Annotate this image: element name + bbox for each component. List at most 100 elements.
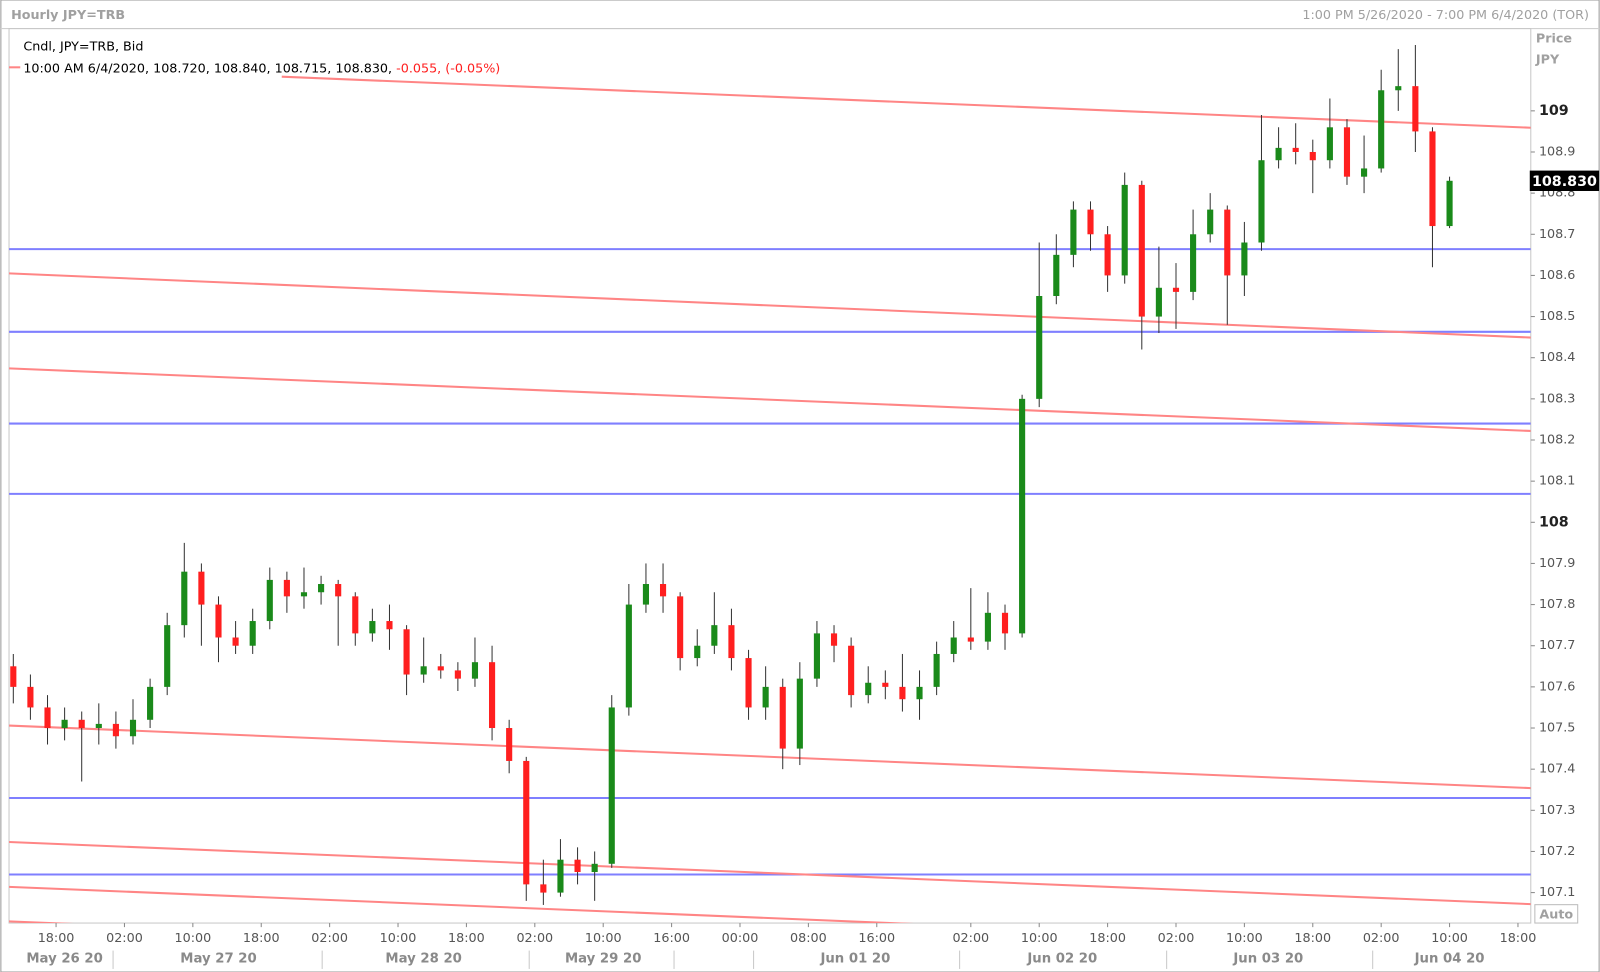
last-price-box <box>1529 170 1600 191</box>
x-tick-label: 18:00 <box>1294 931 1331 946</box>
x-tick-label: 02:00 <box>1363 931 1400 946</box>
candle-body <box>506 728 513 761</box>
candle-body <box>44 707 51 729</box>
candle-body <box>1207 209 1214 235</box>
candle-body <box>181 571 188 626</box>
candle-body <box>642 584 650 605</box>
y-axis-unit: JPY <box>1535 53 1560 68</box>
candle-body <box>386 621 393 630</box>
ohlc-info: 10:00 AM 6/4/2020, 108.720, 108.840, 108… <box>23 61 500 76</box>
date-label: May 27 20 <box>180 952 256 967</box>
candle-body <box>779 686 786 749</box>
candle-body <box>848 645 855 696</box>
x-tick-label: 10:00 <box>1431 931 1468 946</box>
plot-area <box>9 45 1531 924</box>
candle-body <box>796 678 803 749</box>
y-tick-label: 107.8 <box>1539 597 1575 612</box>
trend-line <box>9 367 1531 432</box>
y-tick-label: 109 <box>1539 103 1569 119</box>
ohlc-change: -0.055, (-0.05%) <box>396 61 500 76</box>
candle-body <box>540 884 547 893</box>
candle-body <box>950 637 957 654</box>
candle-body <box>215 604 222 638</box>
candle-body <box>232 637 239 646</box>
y-tick-label: 107.5 <box>1539 721 1575 736</box>
candle-body <box>711 625 718 646</box>
trend-line <box>9 724 1531 790</box>
candle-body <box>1241 242 1248 276</box>
candle-body <box>10 666 17 687</box>
candle-body <box>1121 184 1128 276</box>
auto-scale-button[interactable] <box>1534 904 1579 924</box>
candle-body <box>882 682 889 687</box>
candle-body <box>129 719 137 737</box>
y-tick-label: 107.6 <box>1539 679 1575 694</box>
candle-body <box>266 579 273 622</box>
candle-body <box>300 592 308 597</box>
candle-body <box>1326 127 1333 161</box>
candle-body <box>728 625 735 659</box>
candle-body <box>1412 86 1419 132</box>
candle-body <box>1292 147 1299 152</box>
x-tick-label: 02:00 <box>516 931 553 946</box>
y-tick-label: 107.7 <box>1539 638 1575 653</box>
y-tick-label: 107.3 <box>1539 803 1575 818</box>
legend: Cndl, JPY=TRB, Bid <box>23 39 143 54</box>
candle-body <box>523 760 530 885</box>
trend-line <box>281 75 1531 129</box>
candle-body <box>557 859 564 893</box>
candle-body <box>27 686 34 708</box>
candle-body <box>1258 160 1265 243</box>
x-tick-label: 02:00 <box>311 931 348 946</box>
y-tick-label: 107.9 <box>1539 556 1575 571</box>
date-label: May 26 20 <box>26 952 102 967</box>
y-tick-label: 108.4 <box>1539 350 1575 365</box>
candle-body <box>249 621 256 646</box>
candle-body <box>625 604 632 708</box>
candle-body <box>899 686 906 700</box>
date-label: May 28 20 <box>385 952 461 967</box>
candle-body <box>1224 209 1231 276</box>
y-axis-title: Price <box>1536 31 1573 46</box>
date-label: Jun 02 20 <box>1026 952 1097 967</box>
candle-body <box>745 658 752 708</box>
y-tick-label: 108.1 <box>1539 474 1575 489</box>
trend-line <box>9 272 1531 339</box>
candle-body <box>1155 287 1162 317</box>
candle-body <box>1138 184 1145 317</box>
x-tick-label: 18:00 <box>243 931 280 946</box>
candle-body <box>318 584 325 593</box>
date-label: May 29 20 <box>565 952 641 967</box>
candle-body <box>984 612 991 642</box>
candle-body <box>1395 86 1402 91</box>
candle-body <box>1019 398 1026 634</box>
candle-body <box>471 662 479 679</box>
y-tick-label: 108.5 <box>1539 309 1575 324</box>
x-tick-label: 02:00 <box>952 931 989 946</box>
y-tick-label: 107.4 <box>1539 762 1575 777</box>
candle-body <box>659 584 667 597</box>
candle-body <box>420 666 427 675</box>
y-tick-label: 107.1 <box>1539 885 1575 900</box>
candle-body <box>1087 209 1094 235</box>
candle-body <box>352 596 359 634</box>
candle-body <box>813 633 820 679</box>
candle-body <box>198 571 205 605</box>
x-tick-label: 18:00 <box>1500 931 1537 946</box>
candle-body <box>933 653 940 687</box>
candle-body <box>1361 168 1368 177</box>
candle-body <box>677 596 684 659</box>
x-tick-label: 16:00 <box>653 931 690 946</box>
x-tick-label: 10:00 <box>1021 931 1058 946</box>
candle-body <box>608 707 615 864</box>
candle-body <box>61 719 68 729</box>
candle-body <box>1309 151 1316 161</box>
candle-body <box>147 686 154 720</box>
y-tick-label: 108.2 <box>1539 433 1575 448</box>
x-tick-label: 00:00 <box>722 931 759 946</box>
auto-scale-label[interactable]: Auto <box>1539 907 1573 922</box>
x-tick-label: 18:00 <box>448 931 485 946</box>
y-tick-label: 108.7 <box>1539 227 1575 242</box>
